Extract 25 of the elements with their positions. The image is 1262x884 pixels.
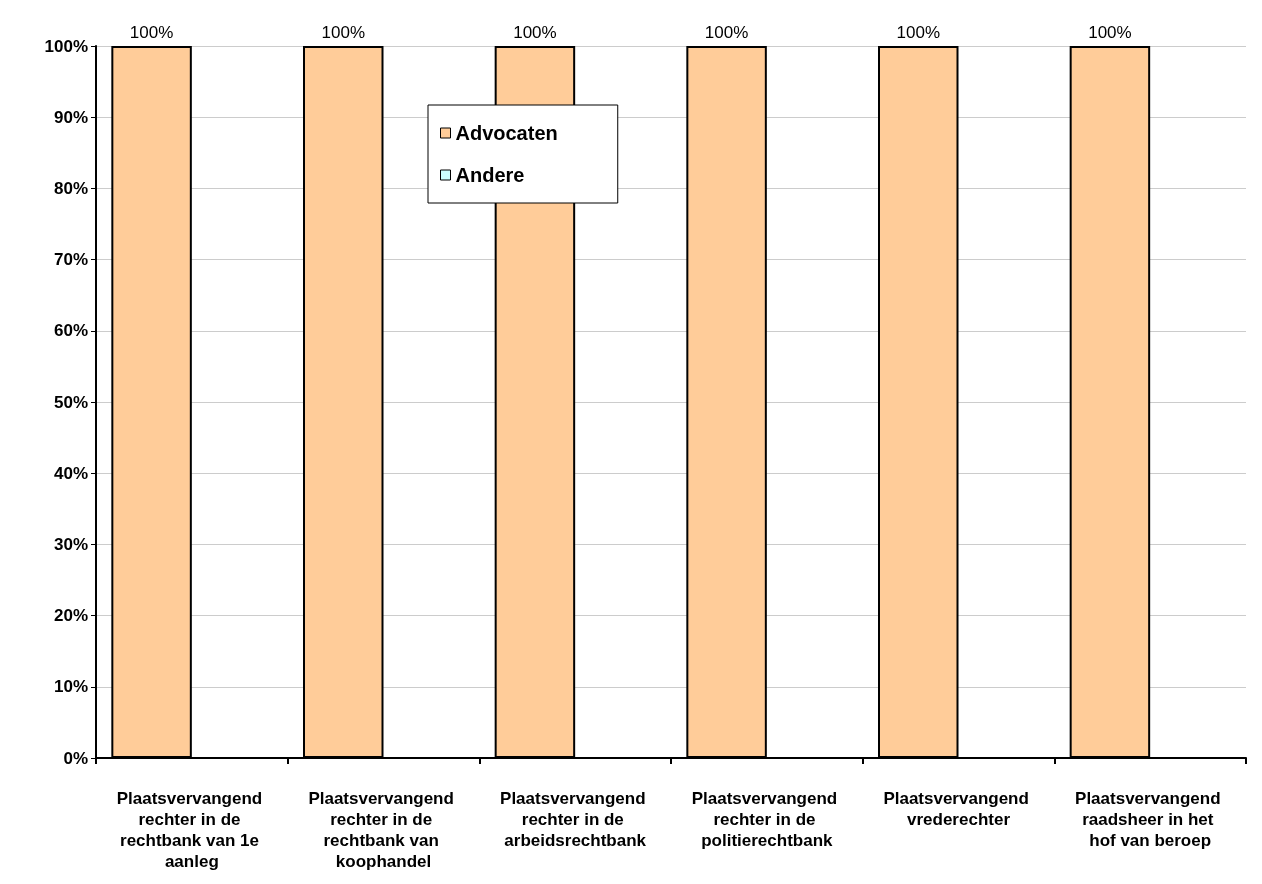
data-label: 100% <box>896 23 940 42</box>
data-label: 100% <box>513 23 557 42</box>
data-label: 100% <box>321 23 365 42</box>
data-label: 100% <box>129 23 174 42</box>
data-label: 100% <box>704 23 749 42</box>
y-tick-label: 50% <box>53 392 88 412</box>
y-tick-label: 90% <box>53 107 88 127</box>
y-tick-label: 60% <box>53 321 88 341</box>
x-tick-label: Plaatsvervangend rechter in de rechtbank van koophandel <box>308 789 459 871</box>
x-tick-label: Plaatsvervangend rechter in de rechtbank van 1e aanleg <box>116 789 267 871</box>
y-tick-label: 100% <box>44 36 88 56</box>
x-tick-label: Plaatsvervangend vrederechter <box>883 789 1034 829</box>
y-tick-label: 10% <box>53 677 88 697</box>
y-tick-label: 70% <box>53 250 88 270</box>
y-tick-label: 40% <box>53 463 88 483</box>
x-tick-label: Plaatsvervangend rechter in de politierechtbank <box>691 789 842 850</box>
data-label: 100% <box>1088 23 1132 42</box>
x-tick-label: Plaatsvervangend rechter in de arbeidsrechtbank <box>500 789 651 850</box>
x-tick-label: Plaatsvervangend raadsheer in het hof van beroep <box>1075 789 1226 850</box>
y-tick-label: 30% <box>53 534 88 554</box>
legend-label: Advocaten <box>455 122 558 144</box>
y-tick-label: 0% <box>63 748 88 768</box>
y-tick-label: 80% <box>53 178 88 198</box>
legend-label: Andere <box>455 164 525 186</box>
y-tick-label: 20% <box>53 606 88 626</box>
